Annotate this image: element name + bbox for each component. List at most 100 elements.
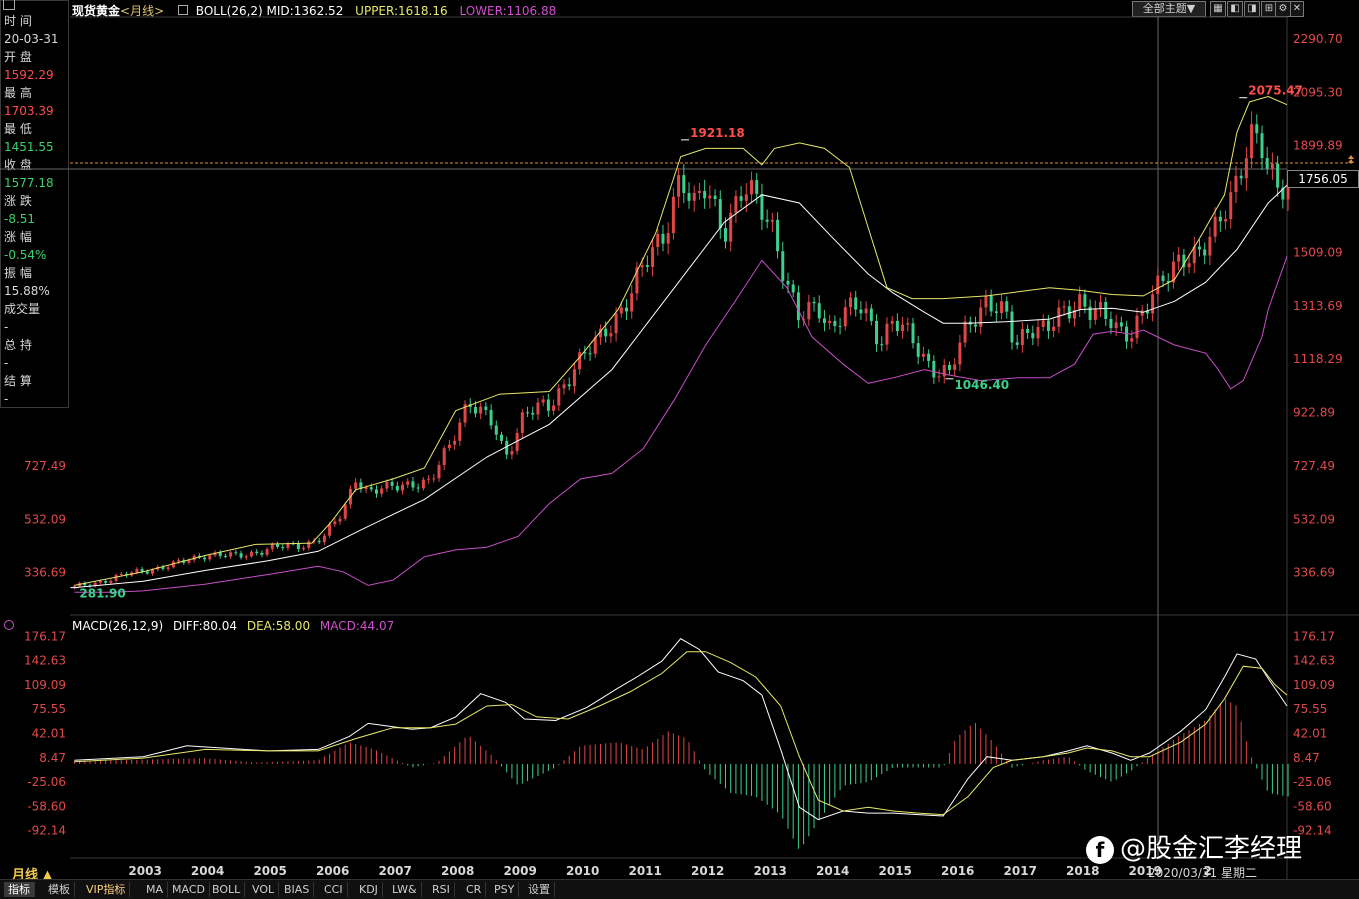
candle-body — [583, 352, 587, 354]
macd-settings-icon[interactable] — [4, 620, 14, 630]
candle-body — [1010, 311, 1014, 343]
candle-body — [270, 544, 274, 550]
candle-body — [307, 541, 311, 548]
candle-body — [843, 307, 847, 327]
candle-body — [114, 574, 118, 581]
candle-body — [895, 320, 899, 332]
candle-body — [1000, 301, 1004, 314]
candle-body — [260, 553, 264, 555]
panel-icon[interactable] — [3, 0, 15, 10]
candle-body — [401, 484, 405, 491]
candle-body — [427, 478, 431, 480]
tab-11[interactable]: LW& — [388, 882, 422, 897]
macd-y-tick-left: 109.09 — [24, 678, 66, 692]
tab-5[interactable]: MACD — [168, 882, 210, 897]
candlestick-series — [72, 111, 1290, 590]
candle-body — [562, 384, 566, 389]
candle-body — [567, 384, 571, 387]
tab-2[interactable]: 模板 — [44, 882, 75, 897]
candle-body — [765, 219, 769, 222]
watermark: f @股金汇李经理 — [1086, 828, 1302, 865]
candle-body — [755, 180, 759, 195]
info-value: - — [4, 392, 9, 406]
candle-body — [1166, 281, 1170, 283]
tab-12[interactable]: RSI — [428, 882, 455, 897]
macd-y-tick-right: 42.01 — [1293, 726, 1327, 740]
candle-body — [380, 488, 384, 494]
candle-body — [234, 552, 238, 554]
candle-body — [901, 324, 905, 332]
candle-body — [723, 228, 727, 242]
candle-body — [588, 353, 592, 355]
tab-8[interactable]: BIAS — [280, 882, 315, 897]
candle-body — [609, 333, 613, 337]
theme-select[interactable]: 全部主题▼ — [1132, 1, 1206, 17]
candle-body — [687, 193, 691, 201]
macd-y-tick-right: 8.47 — [1293, 751, 1320, 765]
tab-14[interactable]: PSY — [490, 882, 520, 897]
close-icon[interactable]: ✕ — [1290, 1, 1304, 17]
y-tick-right: 532.09 — [1293, 512, 1335, 526]
candle-body — [937, 376, 941, 378]
y-tick-right: 2290.70 — [1293, 32, 1343, 46]
macd-y-tick-left: -58.60 — [27, 799, 66, 813]
candle-body — [119, 573, 123, 575]
next-icon[interactable]: ◨ — [1244, 1, 1260, 17]
chart-area[interactable]: 2290.70 2095.30 1899.89 1509.09 1313.69 1118.… — [0, 0, 1359, 880]
candle-body — [1052, 326, 1056, 331]
tab-9[interactable]: CCI — [320, 882, 348, 897]
candle-body — [635, 267, 639, 294]
candle-body — [395, 485, 399, 491]
candle-body — [223, 555, 227, 557]
x-tick: 2005 — [253, 864, 286, 878]
candle-body — [1286, 183, 1290, 200]
candle-body — [822, 318, 826, 324]
tab-7[interactable]: VOL — [248, 882, 280, 897]
info-value: 20-03-31 — [4, 32, 59, 46]
candle-body — [1005, 301, 1009, 312]
y-tick-left: 336.69 — [24, 566, 66, 580]
candle-body — [953, 364, 957, 370]
tab-6[interactable]: BOLL — [208, 882, 246, 897]
tab-13[interactable]: CR — [462, 882, 487, 897]
candle-body — [796, 292, 800, 321]
candle-body — [1218, 216, 1222, 222]
candle-body — [281, 546, 285, 549]
y-tick-right: 1313.69 — [1293, 299, 1343, 313]
x-tick: 2009 — [503, 864, 536, 878]
candle-body — [651, 247, 655, 267]
tab-3[interactable]: VIP指标 — [82, 882, 131, 897]
candle-body — [760, 194, 764, 220]
macd-name[interactable]: MACD(26,12,9) — [72, 619, 164, 633]
candle-body — [677, 175, 681, 197]
candle-body — [1125, 326, 1129, 342]
info-label: 成交量 — [4, 302, 41, 316]
candle-body — [807, 301, 811, 320]
tab-1[interactable]: 指标 — [4, 882, 35, 897]
info-label: 最 高 — [4, 86, 32, 100]
candle-body — [1224, 219, 1228, 222]
candle-body — [1151, 294, 1155, 314]
candle-body — [791, 284, 795, 293]
candle-body — [640, 265, 644, 268]
candle-body — [984, 295, 988, 308]
info-value: - — [4, 320, 9, 334]
y-tick-left: 727.49 — [24, 459, 66, 473]
period-label[interactable]: <月线> — [120, 4, 165, 18]
candle-body — [442, 448, 446, 466]
crosshair-price-box: 1756.05 — [1287, 170, 1359, 188]
candle-body — [661, 233, 665, 244]
candle-body — [416, 487, 420, 489]
tab-10[interactable]: KDJ — [355, 882, 383, 897]
tab-15[interactable]: 设置 — [524, 882, 555, 897]
info-label: 开 盘 — [4, 50, 32, 64]
macd-y-tick-right: 142.63 — [1293, 654, 1335, 668]
x-tick: 2 — [1204, 864, 1212, 878]
tab-4[interactable]: MA — [142, 882, 169, 897]
candle-body — [708, 195, 712, 199]
x-tick: 2006 — [316, 864, 349, 878]
candle-body — [927, 353, 931, 361]
candle-body — [958, 342, 962, 365]
y-tick-right: 1118.29 — [1293, 352, 1343, 366]
instrument-title[interactable]: 现货黄金 — [72, 4, 121, 18]
